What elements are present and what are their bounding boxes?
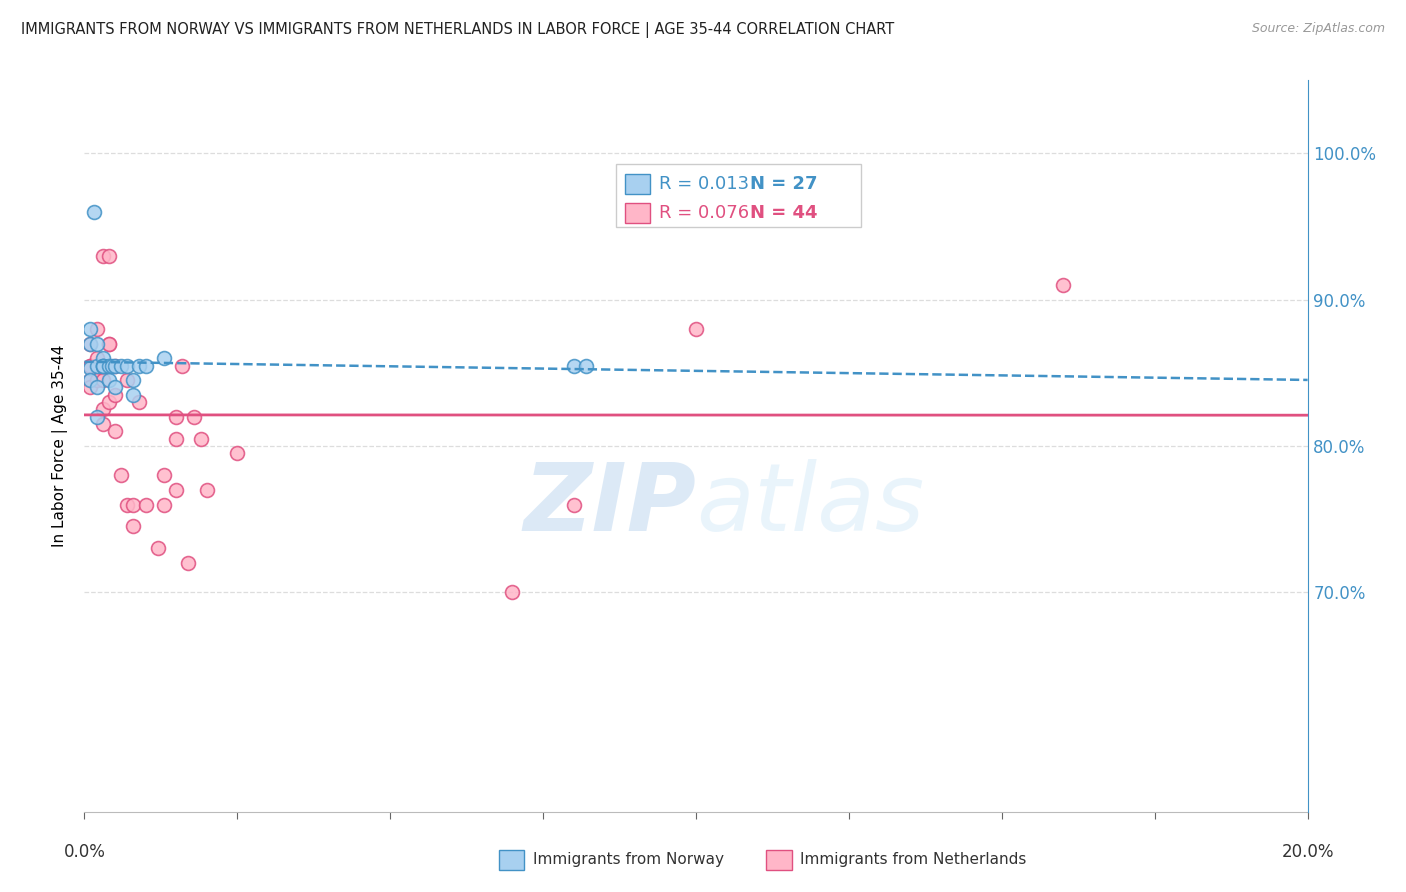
- Point: [79, 361, 101, 376]
- Point: [79, 359, 101, 373]
- Point: [153, 351, 176, 366]
- Point: [172, 359, 194, 373]
- Text: Source: ZipAtlas.com: Source: ZipAtlas.com: [1251, 22, 1385, 36]
- Point: [79, 380, 101, 394]
- Text: atlas: atlas: [696, 459, 924, 550]
- Point: [97, 395, 120, 409]
- Text: IMMIGRANTS FROM NORWAY VS IMMIGRANTS FROM NETHERLANDS IN LABOR FORCE | AGE 35-44: IMMIGRANTS FROM NORWAY VS IMMIGRANTS FRO…: [21, 22, 894, 38]
- Text: R = 0.076: R = 0.076: [658, 204, 749, 222]
- Text: ZIP: ZIP: [523, 458, 696, 550]
- Point: [79, 373, 101, 387]
- Point: [91, 359, 114, 373]
- Point: [101, 359, 124, 373]
- Point: [104, 388, 127, 402]
- Point: [97, 359, 120, 373]
- Point: [575, 359, 598, 373]
- Point: [115, 498, 138, 512]
- Point: [97, 373, 120, 387]
- Point: [177, 556, 200, 570]
- Point: [91, 359, 114, 373]
- Point: [110, 359, 132, 373]
- Point: [97, 359, 120, 373]
- Point: [86, 409, 108, 424]
- Point: [86, 336, 108, 351]
- Point: [128, 395, 150, 409]
- Point: [79, 336, 101, 351]
- Point: [86, 359, 108, 373]
- Point: [91, 359, 114, 373]
- Point: [122, 519, 145, 533]
- Point: [91, 351, 114, 366]
- Point: [183, 409, 205, 424]
- Point: [104, 380, 127, 394]
- Point: [86, 351, 108, 366]
- Point: [83, 205, 105, 219]
- Y-axis label: In Labor Force | Age 35-44: In Labor Force | Age 35-44: [52, 345, 69, 547]
- Point: [97, 249, 120, 263]
- Point: [97, 336, 120, 351]
- Point: [122, 498, 145, 512]
- Point: [104, 359, 127, 373]
- Point: [79, 359, 101, 373]
- Point: [128, 359, 150, 373]
- Point: [562, 359, 585, 373]
- Text: N = 27: N = 27: [749, 176, 817, 194]
- Point: [190, 432, 212, 446]
- Point: [165, 409, 187, 424]
- Text: Immigrants from Netherlands: Immigrants from Netherlands: [800, 853, 1026, 867]
- Text: 20.0%: 20.0%: [1281, 843, 1334, 861]
- Point: [110, 468, 132, 483]
- Point: [91, 373, 114, 387]
- Point: [502, 585, 524, 599]
- Point: [115, 359, 138, 373]
- Point: [91, 249, 114, 263]
- Point: [91, 402, 114, 417]
- Point: [122, 388, 145, 402]
- Point: [226, 446, 249, 460]
- Point: [91, 417, 114, 431]
- Point: [79, 373, 101, 387]
- Point: [153, 468, 176, 483]
- Text: R = 0.013: R = 0.013: [658, 176, 749, 194]
- Point: [86, 380, 108, 394]
- Text: Immigrants from Norway: Immigrants from Norway: [533, 853, 724, 867]
- Point: [562, 498, 585, 512]
- Point: [165, 483, 187, 497]
- Point: [1052, 278, 1074, 293]
- Point: [135, 498, 157, 512]
- Point: [79, 336, 101, 351]
- Point: [195, 483, 218, 497]
- Point: [115, 373, 138, 387]
- Point: [86, 373, 108, 387]
- Point: [146, 541, 169, 556]
- Point: [122, 373, 145, 387]
- Text: 0.0%: 0.0%: [63, 843, 105, 861]
- Point: [86, 322, 108, 336]
- Point: [97, 336, 120, 351]
- Point: [153, 498, 176, 512]
- Point: [91, 359, 114, 373]
- Point: [104, 359, 127, 373]
- Point: [104, 425, 127, 439]
- Text: N = 44: N = 44: [749, 204, 817, 222]
- Point: [685, 322, 707, 336]
- Point: [135, 359, 157, 373]
- Point: [165, 432, 187, 446]
- Point: [79, 322, 101, 336]
